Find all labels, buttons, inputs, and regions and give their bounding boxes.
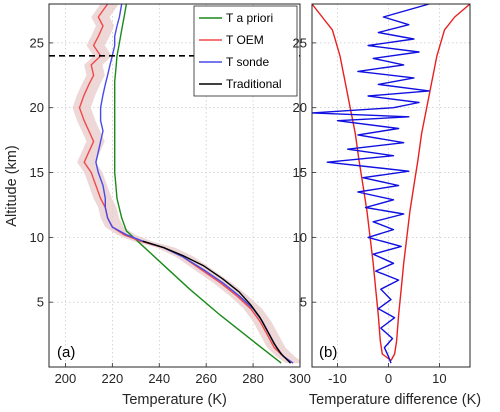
y-tick-label: 5: [37, 295, 44, 310]
y-tick-label: 15: [293, 165, 307, 180]
panel-a-series: [78, 4, 294, 364]
legend-label-a-priori: T a priori: [226, 11, 273, 25]
x-tick-label: 220: [101, 371, 123, 386]
panel-b-x-axis-label: Temperature difference (K): [309, 392, 481, 408]
x-tick-label: 0: [385, 371, 392, 386]
panel-b-label: (b): [319, 344, 337, 361]
series-t-a-priori-line: [113, 4, 282, 364]
y-tick-label: 15: [30, 165, 44, 180]
x-tick-label: 260: [195, 371, 217, 386]
panel-b-plot-area: [312, 4, 470, 367]
series-traditional-line: [142, 240, 292, 364]
legend-label-oem: T OEM: [226, 33, 264, 47]
panel-a-uncertainty-band: [72, 4, 300, 364]
y-tick-label: 20: [293, 100, 307, 115]
y-tick-label: 25: [30, 35, 44, 50]
oem-uncertainty-band: [72, 4, 300, 364]
legend-label-sonde: T sonde: [226, 55, 269, 69]
series-t-sonde-line: [95, 4, 294, 364]
panel-b-frame: [311, 3, 471, 368]
x-tick-label: 300: [289, 371, 311, 386]
series-b-0-line: [312, 4, 392, 362]
panel-b-grid: [312, 4, 470, 367]
y-tick-label: 10: [30, 230, 44, 245]
panel-a-label: (a): [57, 344, 75, 361]
panel-a-x-axis-label: Temperature (K): [122, 392, 227, 408]
panel-a-y-axis-label: Altitude (km): [4, 145, 20, 226]
panel-b-series: [312, 4, 470, 364]
panel-a-ticks: 200 220 240 260 280 300 5 10 15 20 25: [30, 35, 311, 386]
x-tick-label: -10: [328, 371, 347, 386]
legend-box: [193, 5, 298, 97]
series-t-oem-line: [78, 4, 294, 364]
x-tick-label: 200: [55, 371, 77, 386]
panel-b: -10 0 10 5 10 15 20 25 Temperature difference (…: [293, 3, 481, 408]
series-b-2-line: [312, 4, 430, 364]
legend: T a priori T OEM T sonde Traditional: [193, 5, 298, 97]
panel-b-ticks: -10 0 10 5 10 15 20 25: [293, 35, 447, 386]
x-tick-label: 240: [148, 371, 170, 386]
y-tick-label: 10: [293, 230, 307, 245]
legend-label-traditional: Traditional: [226, 77, 282, 91]
panel-a-frame: [48, 3, 301, 368]
x-tick-label: 10: [432, 371, 446, 386]
y-tick-label: 5: [300, 295, 307, 310]
x-tick-label: 280: [242, 371, 264, 386]
y-tick-label: 20: [30, 100, 44, 115]
series-b-1-line: [390, 4, 470, 361]
panel-a: 200 220 240 260 280 300 5 10 15 20 25 Temperature …: [4, 3, 311, 408]
y-tick-label: 25: [293, 35, 307, 50]
